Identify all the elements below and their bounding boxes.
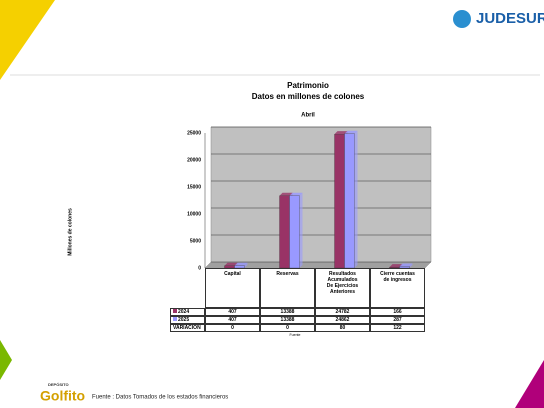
table-value: 407 [205,308,260,316]
legend-label: 2024 [170,308,205,316]
x-tick-label: Capital [205,268,260,308]
bar-top [289,192,303,196]
source: Fuente : Datos Tomados de los estados fi… [92,395,228,401]
bar-depth [244,262,248,268]
y-tick-label: 15000 [187,184,201,190]
x-tick-label: Cierre cuentas de ingresos [370,268,425,308]
bar-top [344,130,358,134]
legend-swatch [173,317,177,321]
bar [334,134,345,269]
footer-decoration [0,340,12,380]
bar-depth [354,130,358,268]
y-tick-label: 5000 [190,238,201,244]
y-tick-label: 25000 [187,130,201,136]
chart-subtitle: Datos en millones de colones [252,92,365,101]
y-tick-label: 10000 [187,211,201,217]
table-value: 13388 [260,308,315,316]
bar [234,265,245,269]
period: Abril [301,113,315,119]
bar [344,133,355,269]
legend-text: 2025 [178,317,190,323]
table-value: 407 [205,316,260,324]
bar [279,195,290,269]
corner-decoration [0,0,55,80]
plot-floor [205,262,431,268]
bar-depth [299,192,303,268]
row-label: VARIACION [170,324,205,332]
table-value: 80 [315,324,370,332]
bar-top [279,192,293,196]
legend-text: 2024 [178,309,190,315]
bar-depth [409,263,413,268]
bar-top [389,264,403,268]
bar [399,266,410,269]
table-value: 0 [205,324,260,332]
y-axis-label: Millones de colones [67,208,73,256]
table-note: Fuente [290,333,301,337]
x-tick-label: Resultados Acumulados De Ejercicios Ante… [315,268,370,308]
plot-wall [204,126,432,269]
chart-title: Patrimonio [287,81,329,90]
footer-decoration [515,360,544,408]
y-tick-label: 20000 [187,157,201,163]
table-value: 287 [370,316,425,324]
bar-top [224,262,238,266]
brand-top: DEPÓSITO [48,382,69,387]
legend-label: 2025 [170,316,205,324]
table-value: 24782 [315,308,370,316]
bar [289,195,300,269]
bar-top [399,263,413,267]
bar-top [234,262,248,266]
legend-swatch [173,309,177,313]
bar-top [334,131,348,135]
table-value: 122 [370,324,425,332]
table-value: 13388 [260,316,315,324]
logo-icon [453,10,471,28]
table-value: 0 [260,324,315,332]
logo: JUDESUR [476,10,544,27]
table-value: 166 [370,308,425,316]
brand: Golfito [40,388,85,404]
table-value: 24862 [315,316,370,324]
y-tick-label: 0 [198,265,201,271]
x-tick-label: Reservas [260,268,315,308]
